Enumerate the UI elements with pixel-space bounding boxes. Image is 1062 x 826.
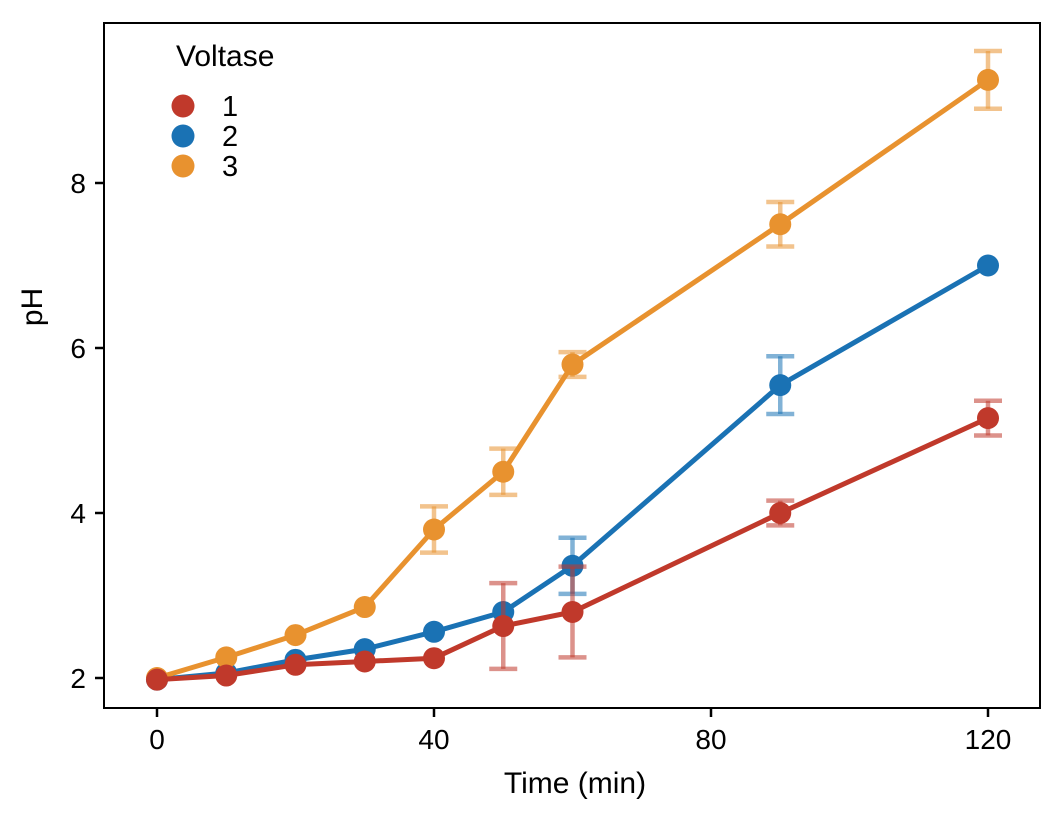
legend-label-voltase-3: 3 xyxy=(222,151,238,183)
x-axis-title: Time (min) xyxy=(504,767,646,800)
x-tick-label: 0 xyxy=(149,724,165,755)
series-voltase-3 xyxy=(146,48,1002,689)
data-point-voltase-3 xyxy=(492,460,515,483)
plot-border xyxy=(103,22,1041,709)
data-point-voltase-1 xyxy=(977,407,999,430)
data-point-voltase-3 xyxy=(215,646,238,669)
data-point-voltase-2 xyxy=(423,620,445,643)
y-tick-label: 8 xyxy=(70,168,86,199)
data-point-voltase-1 xyxy=(769,502,792,524)
legend-title: Voltase xyxy=(176,40,274,73)
data-point-voltase-3 xyxy=(977,68,999,91)
data-point-voltase-3 xyxy=(561,353,584,376)
data-point-voltase-3 xyxy=(284,624,307,647)
data-point-voltase-1 xyxy=(492,615,515,638)
data-point-voltase-1 xyxy=(423,647,445,670)
y-tick-label: 4 xyxy=(70,498,86,529)
legend: Voltase 1 2 3 xyxy=(171,40,274,183)
data-point-voltase-3 xyxy=(769,213,792,236)
x-tick-label: 80 xyxy=(695,724,726,755)
legend-item-voltase-1: 1 xyxy=(171,91,238,123)
legend-label-voltase-2: 2 xyxy=(222,121,238,153)
legend-item-voltase-3: 3 xyxy=(171,151,238,183)
data-point-voltase-2 xyxy=(769,374,792,397)
y-tick-label: 6 xyxy=(70,333,86,364)
data-point-voltase-3 xyxy=(423,518,445,541)
data-point-voltase-1 xyxy=(284,653,307,676)
legend-swatch-red-icon xyxy=(171,94,195,118)
y-tick-label: 2 xyxy=(70,663,86,694)
data-point-voltase-1 xyxy=(353,650,376,673)
legend-swatch-orange-icon xyxy=(171,154,195,178)
data-point-voltase-1 xyxy=(215,664,238,687)
data-point-voltase-1 xyxy=(146,668,168,691)
series-voltase-1 xyxy=(146,398,1002,691)
x-tick-label: 40 xyxy=(418,724,449,755)
x-tick-label: 120 xyxy=(965,724,1012,755)
y-axis-title: pH xyxy=(16,288,49,326)
data-point-voltase-3 xyxy=(353,596,376,619)
error-bars-voltase-1 xyxy=(489,398,1002,672)
legend-swatch-blue-icon xyxy=(171,124,195,148)
data-point-voltase-2 xyxy=(977,254,999,277)
plot-area: 0 40 80 120 2 4 6 8 xyxy=(70,22,1041,755)
legend-label-voltase-1: 1 xyxy=(222,91,238,123)
legend-item-voltase-2: 2 xyxy=(171,121,238,153)
data-point-voltase-1 xyxy=(561,601,584,623)
